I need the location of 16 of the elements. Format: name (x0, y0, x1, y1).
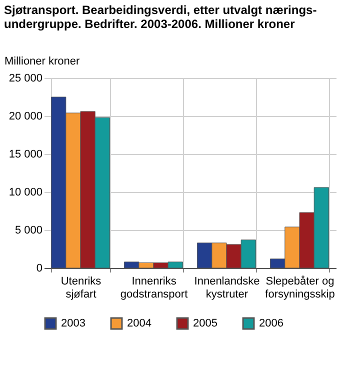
x-tick-label: Utenriks sjøfart (60, 276, 102, 300)
x-tick-label: Innenriks godstransport (120, 276, 188, 300)
y-tick-label: 10 000 (8, 186, 42, 198)
legend-label: 2003 (61, 318, 86, 330)
x-tick-label: Innenlandske kystruter (194, 276, 260, 300)
chart-title: Sjøtransport. Bearbeidingsverdi, etter utvalgt nærings-undergruppe. Bedrifter. 2003-2006. Millioner kroner (4, 3, 317, 31)
y-tick-label: 5 000 (14, 224, 42, 236)
legend-label: 2005 (193, 318, 218, 330)
x-tick-label: Slepebåter og forsyningsskip (265, 276, 335, 300)
y-tick-label: 15 000 (8, 148, 42, 160)
y-tick-label: 25 000 (8, 72, 42, 84)
y-tick-label: 0 (36, 262, 42, 274)
legend-label: 2004 (127, 318, 152, 330)
y-axis-title: Millioner kroner (4, 56, 80, 68)
y-tick-label: 20 000 (8, 110, 42, 122)
legend-label: 2006 (259, 318, 284, 330)
